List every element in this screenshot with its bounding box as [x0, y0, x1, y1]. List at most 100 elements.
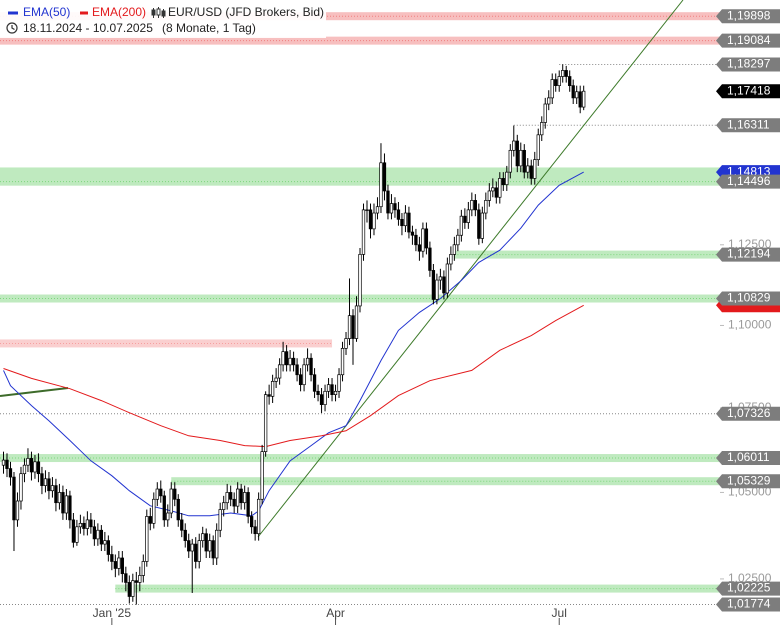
candle-body	[505, 171, 509, 186]
x-axis: Jan '25 Apr Jul	[93, 606, 567, 625]
price-label-box	[716, 451, 780, 466]
candle-body	[138, 575, 142, 583]
candle-body	[554, 79, 558, 87]
level-zone	[171, 477, 720, 486]
candle-body	[208, 540, 212, 552]
candle-body	[557, 76, 561, 87]
trend-line	[0, 387, 69, 397]
candle-body	[484, 200, 488, 214]
candle-body	[229, 492, 233, 500]
level-zone	[115, 584, 721, 593]
price-label: 1,05329	[727, 473, 771, 487]
price-label-box	[716, 247, 780, 262]
candle-body	[291, 357, 296, 366]
candle-body	[400, 219, 404, 227]
candle-body	[442, 276, 446, 294]
candle-body	[124, 573, 128, 583]
candle-body	[232, 498, 236, 507]
candle-body	[8, 468, 13, 478]
candle-body	[466, 209, 470, 223]
candle-body	[550, 79, 554, 99]
candle-body	[92, 526, 97, 540]
candle-body	[414, 234, 418, 246]
price-label-box	[716, 33, 780, 48]
candle-body	[470, 200, 474, 211]
candle-body	[47, 478, 51, 492]
candle-body	[417, 244, 422, 252]
candle-body	[40, 473, 44, 486]
candle-body	[281, 351, 285, 366]
candle-body	[515, 140, 519, 167]
candle-body	[19, 473, 23, 502]
legend-entry: EMA(50)	[23, 5, 70, 19]
candle-body	[33, 461, 37, 473]
candle-body	[424, 228, 429, 249]
candle-body	[498, 178, 502, 198]
candle-body	[347, 315, 352, 339]
candle-body	[456, 234, 460, 246]
level-zone	[0, 167, 720, 186]
candle-body	[134, 580, 138, 583]
candle-body	[113, 561, 117, 569]
candle-body	[180, 519, 184, 531]
candle-body	[103, 540, 107, 545]
candle-body	[459, 215, 464, 236]
candle-body	[487, 190, 491, 201]
x-tick-label: Apr	[326, 606, 345, 620]
candle-body	[152, 498, 156, 524]
candle-body	[508, 149, 512, 173]
candle-body	[431, 270, 436, 300]
candle-body	[337, 374, 341, 392]
price-label-box	[716, 581, 780, 596]
candle-body	[403, 212, 408, 227]
candle-body	[267, 394, 271, 397]
price-label: 1,14496	[727, 174, 771, 188]
candle-body	[368, 209, 373, 230]
candle-body	[75, 526, 79, 543]
candle-body	[319, 394, 324, 405]
candle-body	[473, 200, 477, 211]
candle-body	[89, 519, 93, 528]
candle-body	[36, 461, 41, 475]
date-range-note: (8 Monate, 1 Tag)	[162, 21, 256, 35]
candle-body	[197, 540, 201, 562]
candle-body	[173, 488, 177, 500]
candle-body	[533, 159, 537, 179]
candle-body	[309, 357, 313, 376]
x-tick-label: Jan '25	[93, 606, 132, 620]
legend-entry: EMA(200)	[92, 5, 146, 19]
candle-body	[57, 492, 62, 504]
candle-body	[1, 459, 6, 466]
candle-body	[396, 209, 401, 220]
candle-body	[117, 557, 121, 569]
candle-body	[372, 212, 376, 230]
price-label: 1,06011	[727, 450, 770, 464]
candle-body	[127, 582, 131, 597]
candle-body	[522, 149, 526, 173]
candle-body	[375, 206, 380, 214]
candle-body	[288, 357, 292, 366]
price-label-box	[716, 9, 780, 24]
candle-body	[547, 97, 551, 105]
candle-body	[183, 529, 187, 541]
candle-body	[96, 529, 100, 540]
candle-body	[176, 498, 180, 521]
candle-body	[64, 495, 69, 514]
price-label-box	[716, 57, 780, 72]
price-label-box	[716, 118, 780, 133]
candle-body	[536, 134, 540, 161]
price-labels: 1,148131,198981,190841,182971,174181,163…	[716, 8, 780, 612]
candle-body	[393, 203, 397, 211]
candle-body	[187, 540, 191, 552]
candle-body	[361, 209, 366, 255]
candle-body	[256, 498, 261, 535]
candle-body	[568, 76, 572, 87]
candle-body	[543, 103, 547, 123]
candle-body	[148, 516, 152, 524]
candle-body	[477, 209, 481, 239]
header: EMA(50) EMA(200) EUR/USD (JFD Brokers, B…	[0, 0, 326, 38]
price-label-box	[716, 84, 780, 99]
candle-body	[225, 492, 229, 504]
candle-body	[351, 315, 355, 339]
